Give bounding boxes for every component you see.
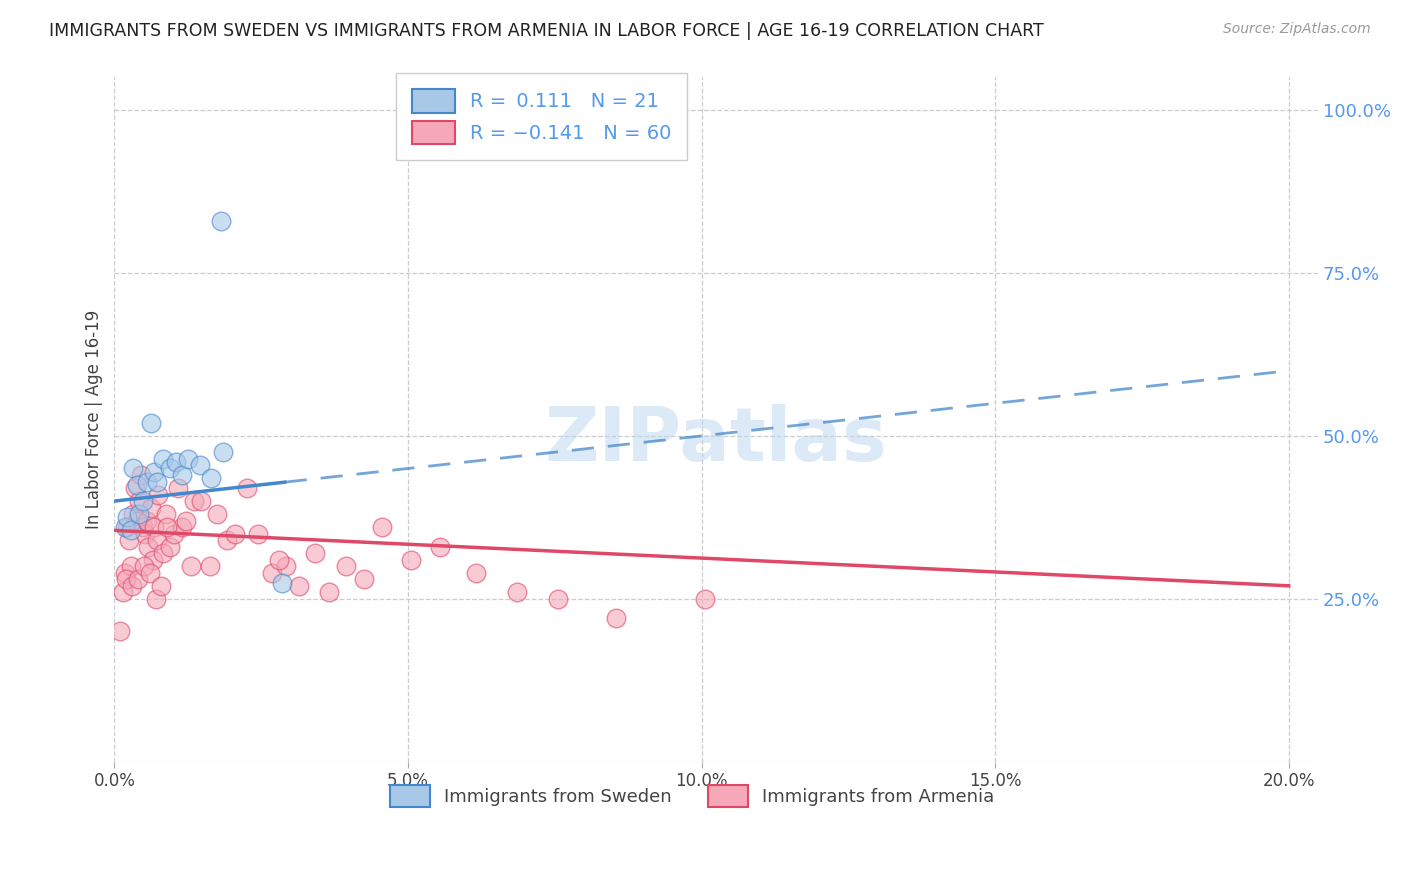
Text: IMMIGRANTS FROM SWEDEN VS IMMIGRANTS FROM ARMENIA IN LABOR FORCE | AGE 16-19 COR: IMMIGRANTS FROM SWEDEN VS IMMIGRANTS FRO… [49, 22, 1045, 40]
Point [122, 507, 145, 521]
Y-axis label: In Labor Force | Age 16-19: In Labor Force | Age 16-19 [86, 310, 103, 529]
Point [159, 461, 181, 475]
Point [115, 572, 138, 586]
Point [170, 520, 193, 534]
Point [180, 559, 202, 574]
Point [429, 540, 451, 554]
Point [128, 507, 150, 521]
Point [399, 553, 422, 567]
Point [224, 526, 246, 541]
Point [159, 540, 181, 554]
Point [198, 559, 221, 574]
Point [166, 481, 188, 495]
Point [174, 514, 197, 528]
Point [132, 559, 155, 574]
Point [135, 475, 157, 489]
Point [464, 566, 486, 580]
Point [117, 520, 139, 534]
Point [145, 591, 167, 606]
Legend: Immigrants from Sweden, Immigrants from Armenia: Immigrants from Sweden, Immigrants from … [382, 778, 1001, 814]
Point [190, 494, 212, 508]
Point [138, 566, 160, 580]
Point [142, 553, 165, 567]
Point [120, 524, 142, 538]
Point [128, 494, 150, 508]
Point [200, 471, 222, 485]
Point [188, 458, 211, 473]
Point [165, 455, 187, 469]
Point [138, 540, 160, 554]
Point [217, 533, 239, 548]
Point [274, 559, 297, 574]
Point [235, 481, 257, 495]
Point [505, 585, 527, 599]
Point [120, 559, 142, 574]
Point [122, 461, 145, 475]
Point [156, 520, 179, 534]
Point [117, 510, 139, 524]
Point [605, 611, 627, 625]
Point [125, 514, 148, 528]
Point [288, 579, 311, 593]
Point [152, 451, 174, 466]
Point [114, 520, 136, 534]
Point [260, 566, 283, 580]
Point [693, 591, 716, 606]
Point [370, 520, 392, 534]
Point [121, 579, 143, 593]
Point [150, 579, 173, 593]
Point [124, 481, 146, 495]
Point [163, 526, 186, 541]
Point [129, 468, 152, 483]
Point [118, 533, 141, 548]
Point [145, 475, 167, 489]
Point [353, 572, 375, 586]
Point [143, 465, 166, 479]
Point [335, 559, 357, 574]
Text: Source: ZipAtlas.com: Source: ZipAtlas.com [1223, 22, 1371, 37]
Point [112, 585, 135, 599]
Point [170, 468, 193, 483]
Point [114, 566, 136, 580]
Text: ZIPatlas: ZIPatlas [546, 404, 887, 476]
Point [318, 585, 340, 599]
Point [143, 520, 166, 534]
Point [135, 514, 157, 528]
Point [139, 416, 162, 430]
Point [205, 507, 228, 521]
Point [131, 494, 153, 508]
Point [110, 624, 132, 639]
Point [125, 477, 148, 491]
Point [183, 494, 205, 508]
Point [155, 507, 177, 521]
Point [212, 445, 235, 459]
Point [547, 591, 569, 606]
Point [209, 214, 232, 228]
Point [139, 500, 162, 515]
Point [131, 520, 153, 534]
Point [148, 487, 170, 501]
Point [270, 575, 292, 590]
Point [177, 451, 200, 466]
Point [152, 546, 174, 560]
Point [267, 553, 290, 567]
Point [304, 546, 326, 560]
Point [134, 526, 156, 541]
Point [145, 533, 167, 548]
Point [127, 572, 149, 586]
Point [247, 526, 270, 541]
